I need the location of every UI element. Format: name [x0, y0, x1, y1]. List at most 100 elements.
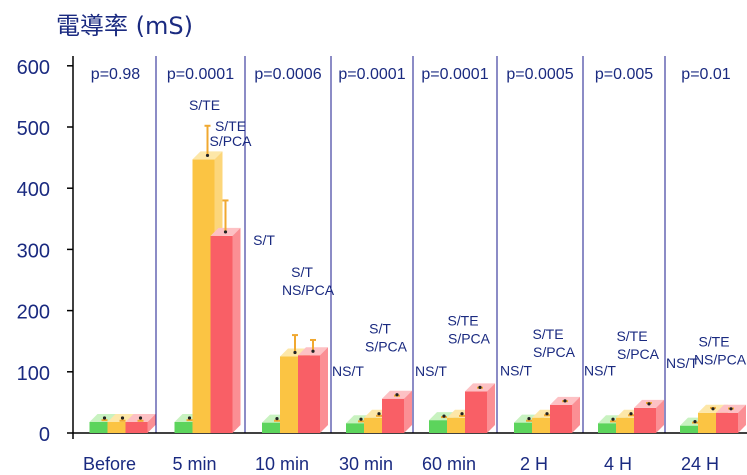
bar-side — [147, 413, 156, 433]
bar — [210, 235, 233, 433]
y-tick-label: 0 — [39, 424, 50, 446]
significance-label: NS/T — [666, 355, 698, 371]
bar — [465, 391, 487, 433]
significance-label: S/TE — [447, 313, 478, 329]
significance-label: S/PCA — [533, 344, 576, 360]
significance-label: NS/T — [500, 362, 532, 378]
mean-dot — [647, 402, 651, 406]
mean-dot — [711, 407, 715, 411]
p-value-label: p=0.0001 — [167, 66, 234, 83]
bar-side — [320, 347, 328, 433]
significance-label: NS/PCA — [282, 282, 335, 298]
significance-label: NS/PCA — [694, 352, 747, 368]
bar — [89, 421, 112, 433]
mean-dot — [629, 412, 633, 416]
x-tick-label: 4 H — [604, 454, 632, 474]
x-tick-label: 2 H — [520, 454, 548, 474]
bar — [550, 404, 572, 433]
x-tick-label: 10 min — [255, 454, 309, 474]
bar — [298, 355, 320, 433]
bar — [192, 159, 215, 433]
mean-dot — [527, 416, 531, 421]
bar — [716, 412, 738, 433]
x-tick-label: 24 H — [681, 454, 719, 474]
bar — [680, 425, 702, 433]
bar — [107, 421, 130, 433]
bar — [262, 422, 284, 433]
mean-dot — [102, 416, 107, 420]
bar — [174, 421, 197, 433]
chart-title: 電導率 (mS) — [56, 12, 193, 40]
significance-label: S/T — [369, 321, 391, 337]
bar-side — [404, 390, 412, 433]
mean-dot — [478, 385, 482, 389]
p-value-label: p=0.0006 — [254, 66, 321, 83]
mean-dot — [205, 153, 210, 158]
bar — [280, 356, 302, 433]
bar — [532, 417, 554, 433]
bar — [634, 407, 656, 433]
p-value-label: p=0.0005 — [506, 66, 573, 83]
significance-label: S/T — [253, 232, 275, 248]
p-value-label: p=0.0001 — [338, 66, 405, 83]
mean-dot — [311, 349, 315, 353]
mean-dot — [545, 412, 549, 416]
bar — [447, 417, 469, 433]
significance-label: S/PCA — [365, 339, 408, 355]
p-value-label: p=0.005 — [595, 66, 653, 83]
bar — [364, 417, 386, 433]
mean-dot — [275, 416, 279, 421]
mean-dot — [442, 414, 446, 418]
mean-dot — [563, 399, 567, 403]
mean-dot — [138, 416, 143, 420]
p-value-label: p=0.98 — [91, 66, 140, 83]
y-tick-label: 500 — [17, 118, 50, 140]
mean-dot — [611, 417, 615, 421]
significance-label: S/TE — [698, 334, 729, 350]
bar-side — [232, 227, 241, 433]
bar — [698, 412, 720, 433]
bar — [382, 398, 404, 433]
bar — [598, 423, 620, 433]
significance-label: S/PCA — [617, 346, 660, 362]
mean-dot — [120, 416, 125, 420]
mean-dot — [359, 417, 363, 421]
significance-label: S/T — [291, 264, 313, 280]
y-tick-label: 300 — [17, 240, 50, 262]
mean-dot — [460, 412, 464, 416]
significance-label: S/PCA — [209, 133, 252, 149]
y-tick-label: 200 — [17, 302, 50, 324]
significance-label: S/TE — [532, 326, 563, 342]
y-axis: 0 100 200 300 400 500 600 — [17, 56, 747, 446]
mean-dot — [395, 393, 399, 397]
bar — [616, 417, 638, 433]
significance-label: S/TE — [189, 97, 220, 113]
bar — [514, 422, 536, 433]
bar — [346, 423, 368, 433]
bar-side — [738, 404, 746, 433]
significance-label: NS/T — [332, 363, 364, 379]
mean-dot — [693, 420, 697, 424]
significance-label: NS/T — [415, 363, 447, 379]
x-tick-label: 5 min — [172, 454, 216, 474]
p-value-label: p=0.01 — [681, 66, 730, 83]
y-tick-label: 400 — [17, 179, 50, 201]
bar — [429, 420, 451, 433]
significance-label: S/PCA — [448, 331, 491, 347]
significance-label: S/TE — [616, 328, 647, 344]
p-value-label: p=0.0001 — [421, 66, 488, 83]
significance-label: S/TE — [215, 118, 246, 134]
significance-label: NS/T — [584, 362, 616, 378]
x-tick-label: Before — [83, 454, 136, 474]
y-tick-label: 600 — [17, 57, 50, 79]
x-tick-label: 30 min — [339, 454, 393, 474]
bar-side — [572, 396, 580, 433]
x-tick-label: 60 min — [422, 454, 476, 474]
mean-dot — [187, 416, 192, 420]
bar — [125, 421, 148, 433]
panel-dividers — [155, 56, 666, 433]
mean-dot — [223, 230, 228, 234]
